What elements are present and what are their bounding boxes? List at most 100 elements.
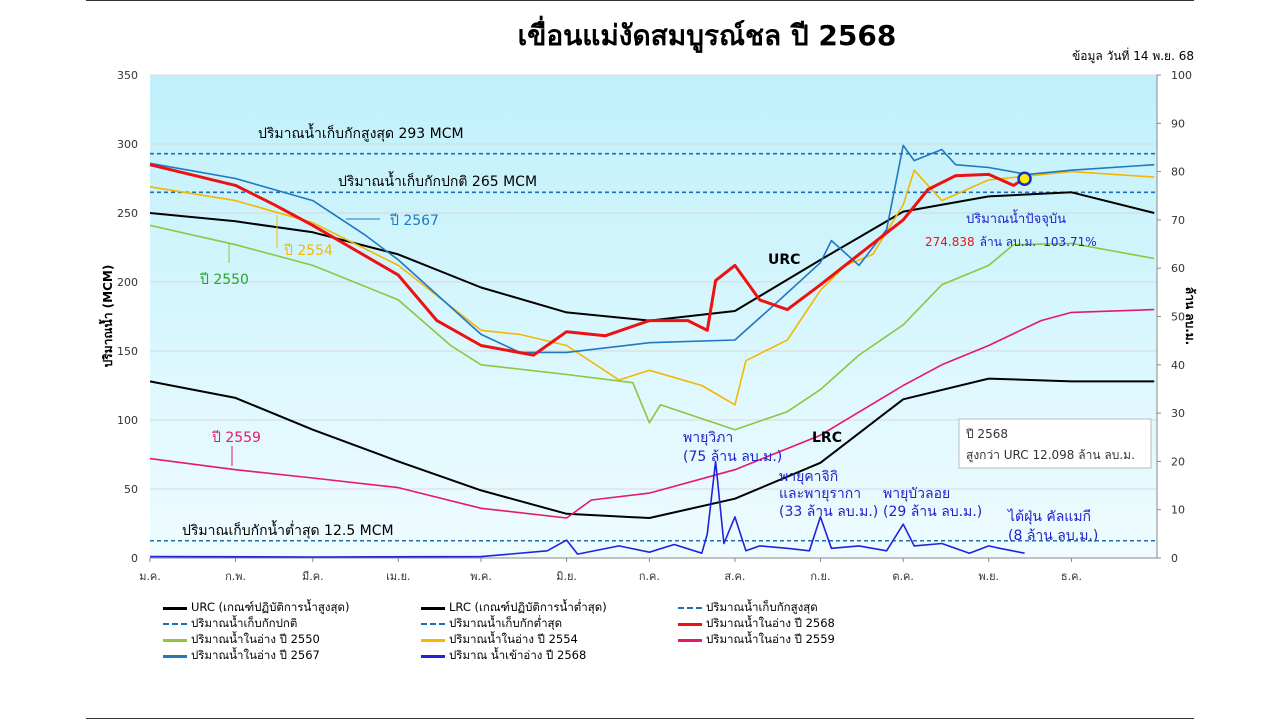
x-tick-label: ก.พ. — [225, 570, 246, 583]
storm3-name: พายุบัวลอย — [883, 486, 950, 502]
legend-swatch — [421, 654, 445, 658]
y2-tick-label: 100 — [1171, 69, 1192, 82]
y2-tick-label: 10 — [1171, 504, 1185, 517]
y-tick-label: 350 — [117, 69, 138, 82]
hline-label-min: ปริมาณเก็บกักน้ำต่ำสุด 12.5 MCM — [182, 520, 394, 539]
series-line-6 — [149, 163, 1026, 357]
legend-label: ปริมาณน้ำในอ่าง ปี 2568 — [706, 616, 835, 630]
legend-swatch — [421, 638, 445, 642]
label-2567: ปี 2567 — [390, 213, 439, 229]
current-marker — [1017, 171, 1032, 186]
label-2559: ปี 2559 — [212, 430, 261, 446]
storm2-volume: (33 ล้าน ลบ.ม.) — [779, 504, 878, 520]
hline-label-max: ปริมาณน้ำเก็บกักสูงสุด 293 MCM — [258, 123, 464, 142]
legend-label: URC (เกณฑ์ปฏิบัติการน้ำสูงสุด) — [191, 600, 350, 614]
legend-label: ปริมาณน้ำในอ่าง ปี 2567 — [191, 648, 320, 662]
legend-item: ปริมาณน้ำเก็บกักต่ำสุด — [421, 615, 562, 633]
series-line-5 — [149, 144, 1155, 354]
y2-tick-label: 80 — [1171, 166, 1185, 179]
x-tick-label: ม.ค. — [139, 570, 161, 583]
legend-swatch — [421, 606, 445, 610]
legend-label: LRC (เกณฑ์ปฏิบัติการน้ำต่ำสุด) — [449, 600, 607, 614]
plot-area — [150, 75, 1157, 558]
y2-tick-label: 50 — [1171, 311, 1185, 324]
legend-swatch — [678, 638, 702, 642]
y-tick-label: 200 — [117, 276, 138, 289]
series-line-1 — [149, 377, 1155, 519]
x-tick-label: ก.ย. — [810, 570, 830, 583]
y2-axis-label: ล้าน ลบ.ม. — [1183, 287, 1197, 345]
x-tick-label: มี.ค. — [302, 570, 324, 583]
hline-label-normal: ปริมาณน้ำเก็บกักปกติ 265 MCM — [338, 171, 537, 190]
legend-swatch — [163, 606, 187, 610]
label-2554: ปี 2554 — [284, 243, 334, 259]
legend-item: ปริมาณน้ำในอ่าง ปี 2554 — [421, 631, 578, 649]
legend-label: ปริมาณน้ำเก็บกักต่ำสุด — [449, 616, 563, 630]
x-tick-label: ธ.ค. — [1061, 570, 1082, 583]
data-date: ข้อมูล วันที่ 14 พ.ย. 68 — [1072, 49, 1194, 63]
x-tick-label: ส.ค. — [724, 570, 745, 583]
legend-swatch — [163, 654, 187, 658]
storm4-volume: (8 ล้าน ลบ.ม.) — [1008, 528, 1098, 544]
legend-item: ปริมาณน้ำในอ่าง ปี 2568 — [678, 615, 835, 633]
y2-tick-label: 70 — [1171, 214, 1185, 227]
info-box — [958, 418, 1152, 469]
y2-tick-label: 30 — [1171, 407, 1185, 420]
info-box-text: สูงกว่า URC 12.098 ล้าน ลบ.ม. — [966, 448, 1135, 463]
legend-label: ปริมาณน้ำในอ่าง ปี 2554 — [449, 632, 578, 646]
y2-tick-label: 0 — [1171, 552, 1178, 565]
storm2-name2: และพายุรากา — [779, 486, 861, 502]
x-tick-label: ต.ค. — [892, 570, 914, 583]
y-tick-label: 100 — [117, 414, 138, 427]
x-tick-label: เม.ย. — [386, 570, 410, 583]
legend-item: ปริมาณน้ำในอ่าง ปี 2550 — [163, 631, 320, 649]
y2-tick-label: 20 — [1171, 455, 1185, 468]
y2-tick-label: 90 — [1171, 117, 1185, 130]
legend-label: ปริมาณน้ำในอ่าง ปี 2550 — [191, 632, 320, 646]
legend-item: ปริมาณน้ำเก็บกักปกติ — [163, 615, 297, 633]
current-heading: ปริมาณน้ำปัจจุบัน — [966, 209, 1066, 227]
current-unit: ล้าน ลบ.ม. — [980, 235, 1037, 249]
chart-title: เขื่อนแม่งัดสมบูรณ์ชล ปี 2568 — [517, 19, 897, 52]
current-value: 274.838 — [925, 235, 975, 249]
x-tick-label: ก.ค. — [639, 570, 660, 583]
y-tick-label: 250 — [117, 207, 138, 220]
urc-label: URC — [768, 252, 800, 268]
label-2550: ปี 2550 — [200, 272, 249, 288]
y2-tick-label: 40 — [1171, 359, 1185, 372]
legend-swatch — [163, 638, 187, 642]
legend-label: ปริมาณ น้ำเข้าอ่าง ปี 2568 — [449, 648, 587, 662]
legend-item: ปริมาณน้ำในอ่าง ปี 2559 — [678, 631, 835, 649]
legend-label: ปริมาณน้ำเก็บกักปกติ — [191, 616, 298, 630]
legend-swatch — [678, 622, 702, 626]
info-box-year: ปี 2568 — [965, 427, 1008, 441]
series-line-2 — [149, 224, 1155, 431]
legend-swatch — [421, 623, 445, 625]
legend-item: URC (เกณฑ์ปฏิบัติการน้ำสูงสุด) — [163, 599, 349, 617]
legend-label: ปริมาณน้ำเก็บกักสูงสุด — [706, 600, 818, 614]
bottom-rule — [86, 718, 1194, 719]
legend-swatch — [678, 607, 702, 609]
storm3-volume: (29 ล้าน ลบ.ม.) — [883, 504, 982, 520]
y-tick-label: 50 — [124, 483, 138, 496]
storm2-name: พายุคาจิกิ — [779, 469, 838, 485]
current-percent: 103.71% — [1043, 235, 1096, 249]
x-tick-label: พ.ย. — [978, 570, 999, 583]
lrc-label: LRC — [812, 430, 842, 446]
legend-swatch — [163, 623, 187, 625]
series-line-4 — [149, 308, 1155, 519]
storm1-volume: (75 ล้าน ลบ.ม.) — [683, 449, 782, 465]
storm4-name: ไต้ฝุ่น คัลแมกี — [1007, 508, 1091, 525]
y-tick-label: 150 — [117, 345, 138, 358]
y2-tick-label: 60 — [1171, 262, 1185, 275]
y-tick-label: 0 — [131, 552, 138, 565]
x-tick-label: พ.ค. — [470, 570, 492, 583]
y-axis-label: ปริมาณน้ำ (MCM) — [98, 265, 115, 368]
top-rule — [86, 0, 1194, 1]
series-line-7 — [149, 460, 1025, 558]
legend-item: ปริมาณน้ำเก็บกักสูงสุด — [678, 599, 818, 617]
legend-item: ปริมาณน้ำในอ่าง ปี 2567 — [163, 647, 320, 665]
legend-item: LRC (เกณฑ์ปฏิบัติการน้ำต่ำสุด) — [421, 599, 607, 617]
